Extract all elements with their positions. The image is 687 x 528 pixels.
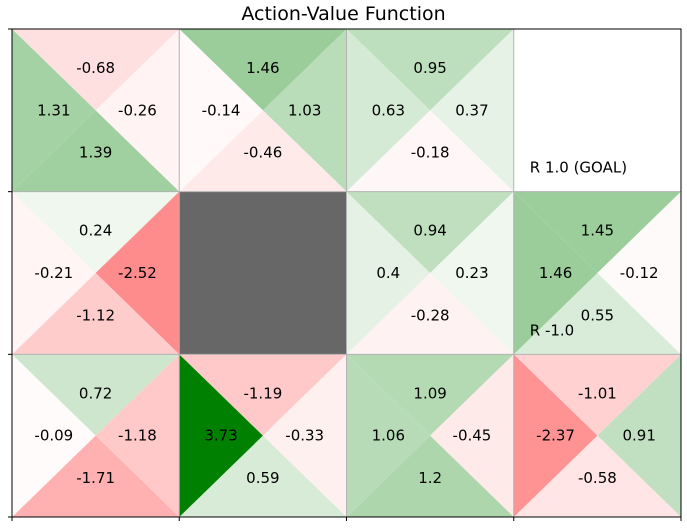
q-value-label-right: 0.91	[622, 427, 655, 445]
q-triangle-left	[12, 354, 96, 517]
q-value-label-up: 1.45	[581, 222, 614, 240]
q-triangle-right	[597, 191, 681, 355]
q-value-label-up: -1.19	[243, 384, 282, 402]
q-triangle-down	[12, 273, 180, 355]
q-value-label-left: -0.09	[34, 427, 73, 445]
grid-cell: 1.46 1.03 -0.46 -0.14	[179, 29, 347, 192]
q-triangle-down	[179, 110, 347, 192]
grid-cell: R 1.0 (GOAL)	[513, 29, 681, 192]
wall-cell	[179, 191, 347, 355]
q-triangle-up	[346, 354, 514, 436]
q-value-label-up: 0.24	[79, 222, 112, 240]
q-value-label-up: 1.46	[246, 59, 279, 77]
q-value-label-left: 1.31	[37, 101, 70, 119]
grid-cell: 0.24 -2.52 -1.12 -0.21	[12, 191, 180, 355]
q-value-label-left: 1.06	[372, 427, 405, 445]
q-triangle-down	[513, 435, 681, 517]
q-triangle-down	[12, 435, 180, 517]
q-triangle-left	[12, 29, 96, 192]
grid-cell: 0.72 -1.18 -1.71 -0.09	[12, 354, 180, 517]
q-value-label-up: -1.01	[578, 384, 617, 402]
q-value-label-down: -0.46	[243, 144, 282, 162]
q-value-label-up: 0.72	[79, 384, 112, 402]
q-triangle-up	[346, 191, 514, 273]
q-value-label-down: 1.2	[418, 469, 442, 487]
q-triangle-up	[12, 354, 180, 436]
q-triangle-left	[346, 354, 431, 517]
q-value-label-right: -0.45	[453, 427, 492, 445]
q-triangle-left	[12, 191, 96, 355]
grid-cell: -0.68 -0.26 1.39 1.31	[12, 29, 180, 192]
q-triangle-left	[179, 29, 263, 192]
q-value-label-down: -1.12	[76, 306, 115, 324]
q-value-label-right: 0.37	[455, 101, 488, 119]
q-value-label-down: -0.28	[411, 306, 450, 324]
q-value-label-right: -0.33	[285, 427, 324, 445]
q-triangle-down	[179, 435, 347, 517]
q-triangle-down	[12, 110, 180, 192]
q-triangle-up	[513, 354, 681, 436]
q-value-label-left: 1.46	[539, 264, 572, 282]
q-value-label-right: -1.18	[118, 427, 157, 445]
q-triangle-left	[513, 354, 598, 517]
q-triangle-right	[262, 354, 347, 517]
q-triangle-left	[179, 354, 263, 517]
q-value-label-left: -0.21	[34, 264, 73, 282]
q-value-label-up: 0.95	[413, 59, 446, 77]
grid-cell: -1.19 -0.33 0.59 3.73	[179, 354, 347, 517]
q-value-label-down: -0.18	[411, 144, 450, 162]
grid-cell: 1.45 -0.12 0.55 1.46 R -1.0	[513, 191, 681, 355]
q-value-label-up: 0.94	[413, 222, 446, 240]
q-value-label-down: 1.39	[79, 144, 112, 162]
q-value-label-left: 0.63	[372, 101, 405, 119]
q-value-label-right: -0.12	[620, 264, 659, 282]
q-triangle-right	[430, 191, 514, 355]
q-triangle-right	[430, 29, 514, 192]
q-value-label-right: 0.23	[455, 264, 488, 282]
q-triangle-right	[262, 29, 347, 192]
q-triangle-down	[346, 435, 514, 517]
q-triangle-left	[346, 29, 431, 192]
chart-title: Action-Value Function	[241, 3, 446, 25]
q-triangle-left	[346, 191, 431, 355]
q-triangle-up	[12, 29, 180, 111]
q-value-label-down: 0.59	[246, 469, 279, 487]
q-value-label-right: -0.26	[118, 101, 157, 119]
q-triangle-right	[95, 354, 180, 517]
q-value-label-right: 1.03	[288, 101, 321, 119]
q-triangle-down	[346, 110, 514, 192]
q-value-label-down: -0.58	[578, 469, 617, 487]
q-triangle-up	[179, 354, 347, 436]
q-value-label-left: 0.4	[376, 264, 400, 282]
q-triangle-up	[12, 191, 180, 273]
q-value-label-left: -0.14	[202, 101, 241, 119]
q-value-label-up: 1.09	[413, 384, 446, 402]
q-triangle-up	[513, 191, 681, 273]
terminal-cell	[513, 29, 681, 192]
q-triangle-right	[95, 29, 180, 192]
reward-note: R 1.0 (GOAL)	[530, 159, 627, 177]
q-value-label-right: -2.52	[118, 264, 157, 282]
q-triangle-right	[95, 191, 180, 355]
grid-cell: 0.95 0.37 -0.18 0.63	[346, 29, 514, 192]
q-value-label-down: 0.55	[581, 306, 614, 324]
q-value-label-down: -1.71	[76, 469, 115, 487]
grid-cell	[179, 191, 347, 355]
q-value-label-left: 3.73	[204, 427, 237, 445]
q-triangle-down	[346, 273, 514, 355]
grid-cell: 0.94 0.23 -0.28 0.4	[346, 191, 514, 355]
q-triangle-right	[597, 354, 681, 517]
grid-cell: -1.01 0.91 -0.58 -2.37	[513, 354, 681, 517]
q-triangle-right	[430, 354, 514, 517]
q-value-label-left: -2.37	[536, 427, 575, 445]
reward-note: R -1.0	[530, 321, 574, 339]
q-value-label-up: -0.68	[76, 59, 115, 77]
q-triangle-down	[513, 273, 681, 355]
q-triangle-up	[179, 29, 347, 111]
grid-cell: 1.09 -0.45 1.2 1.06	[346, 354, 514, 517]
q-triangle-left	[513, 191, 598, 355]
q-triangle-up	[346, 29, 514, 111]
